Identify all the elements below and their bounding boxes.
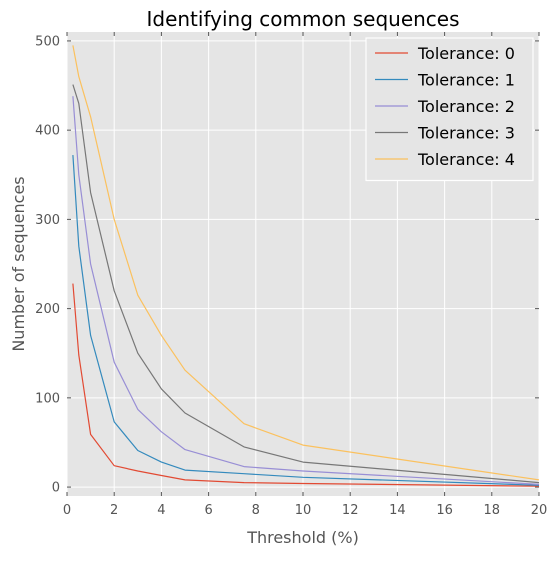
series-line [72, 84, 540, 484]
x-tick-label: 20 [531, 503, 547, 518]
x-tick-label: 18 [484, 503, 501, 518]
x-axis-label: Threshold (%) [246, 528, 359, 547]
legend-label: Tolerance: 3 [417, 124, 515, 143]
legend-label: Tolerance: 0 [417, 44, 515, 63]
y-tick-label: 300 [35, 213, 60, 228]
legend-label: Tolerance: 4 [417, 150, 515, 169]
y-tick-label: 100 [35, 391, 60, 406]
legend-box [365, 37, 534, 182]
x-tick-label: 10 [295, 503, 312, 518]
y-tick-label: 200 [35, 302, 60, 317]
x-tick-label: 0 [63, 503, 71, 518]
series-line [72, 283, 540, 487]
series-line [72, 155, 540, 486]
x-tick-label: 6 [204, 503, 212, 518]
x-tick-label: 16 [436, 503, 453, 518]
y-tick-label: 500 [35, 34, 60, 49]
chart-title: Identifying common sequences [146, 7, 459, 31]
x-tick-label: 14 [389, 503, 406, 518]
x-tick-label: 8 [252, 503, 260, 518]
legend-label: Tolerance: 1 [417, 71, 515, 90]
y-tick-label: 0 [52, 481, 60, 496]
y-axis-label: Number of sequences [9, 176, 28, 351]
series-line [72, 96, 540, 485]
legend: Tolerance: 0 Tolerance: 1 Tolerance: 2 Tole… [365, 37, 534, 182]
x-tick-label: 2 [110, 503, 118, 518]
y-tick-label: 400 [35, 124, 60, 139]
x-tick-label: 12 [342, 503, 359, 518]
series-line [72, 45, 540, 481]
x-tick-label: 4 [157, 503, 165, 518]
legend-label: Tolerance: 2 [417, 97, 515, 116]
series-lines [72, 45, 540, 487]
